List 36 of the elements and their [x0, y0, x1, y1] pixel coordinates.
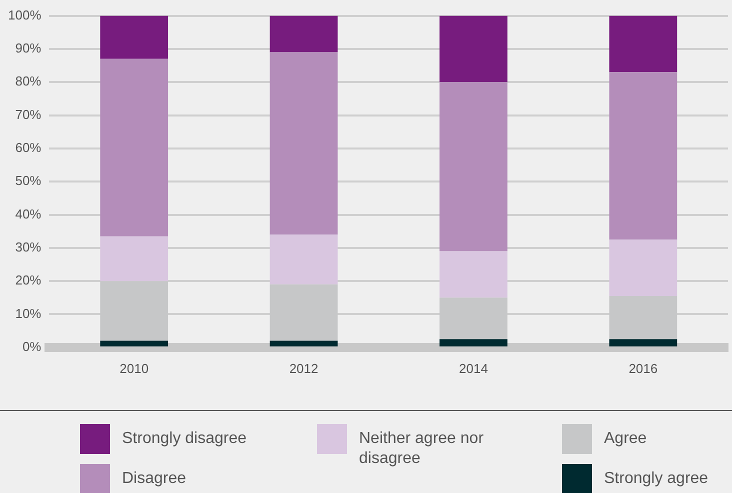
y-tick-label: 30% — [15, 240, 42, 254]
y-tick-label: 40% — [15, 206, 42, 222]
bar — [270, 52, 338, 235]
y-tick-label: 20% — [15, 272, 42, 288]
bar — [609, 339, 678, 346]
legend-label: Disagree — [122, 469, 186, 489]
bar — [440, 339, 508, 346]
x-tick-label: 2010 — [120, 360, 149, 376]
legend-label: Agree — [604, 429, 647, 449]
y-tick-label: 0% — [22, 338, 42, 354]
y-tick-label: 70% — [15, 106, 42, 122]
legend-label: Strongly disagree — [122, 429, 247, 449]
bar — [270, 340, 338, 346]
y-tick-label: 60% — [15, 140, 42, 156]
y-tick-label: 100% — [8, 7, 42, 22]
bar — [270, 16, 338, 52]
x-tick-label: 2014 — [459, 360, 488, 376]
bar — [100, 340, 168, 346]
bar — [440, 251, 508, 298]
bar — [100, 236, 168, 282]
bar — [440, 16, 508, 82]
legend-label: Neither agree nor disagree — [359, 429, 485, 469]
bar — [100, 58, 168, 236]
x-tick-label: 2016 — [628, 360, 658, 376]
y-tick-label: 10% — [15, 306, 42, 321]
bar — [100, 16, 168, 59]
bar — [609, 240, 678, 296]
legend-label: Strongly agree — [604, 469, 708, 489]
bar — [609, 72, 678, 240]
y-tick-label: 50% — [15, 173, 42, 188]
bar — [609, 16, 678, 72]
x-tick-label: 2012 — [289, 360, 318, 376]
y-tick-label: 80% — [15, 74, 42, 89]
bar — [440, 82, 508, 252]
bar — [270, 234, 338, 284]
y-tick-label: 90% — [15, 40, 42, 56]
